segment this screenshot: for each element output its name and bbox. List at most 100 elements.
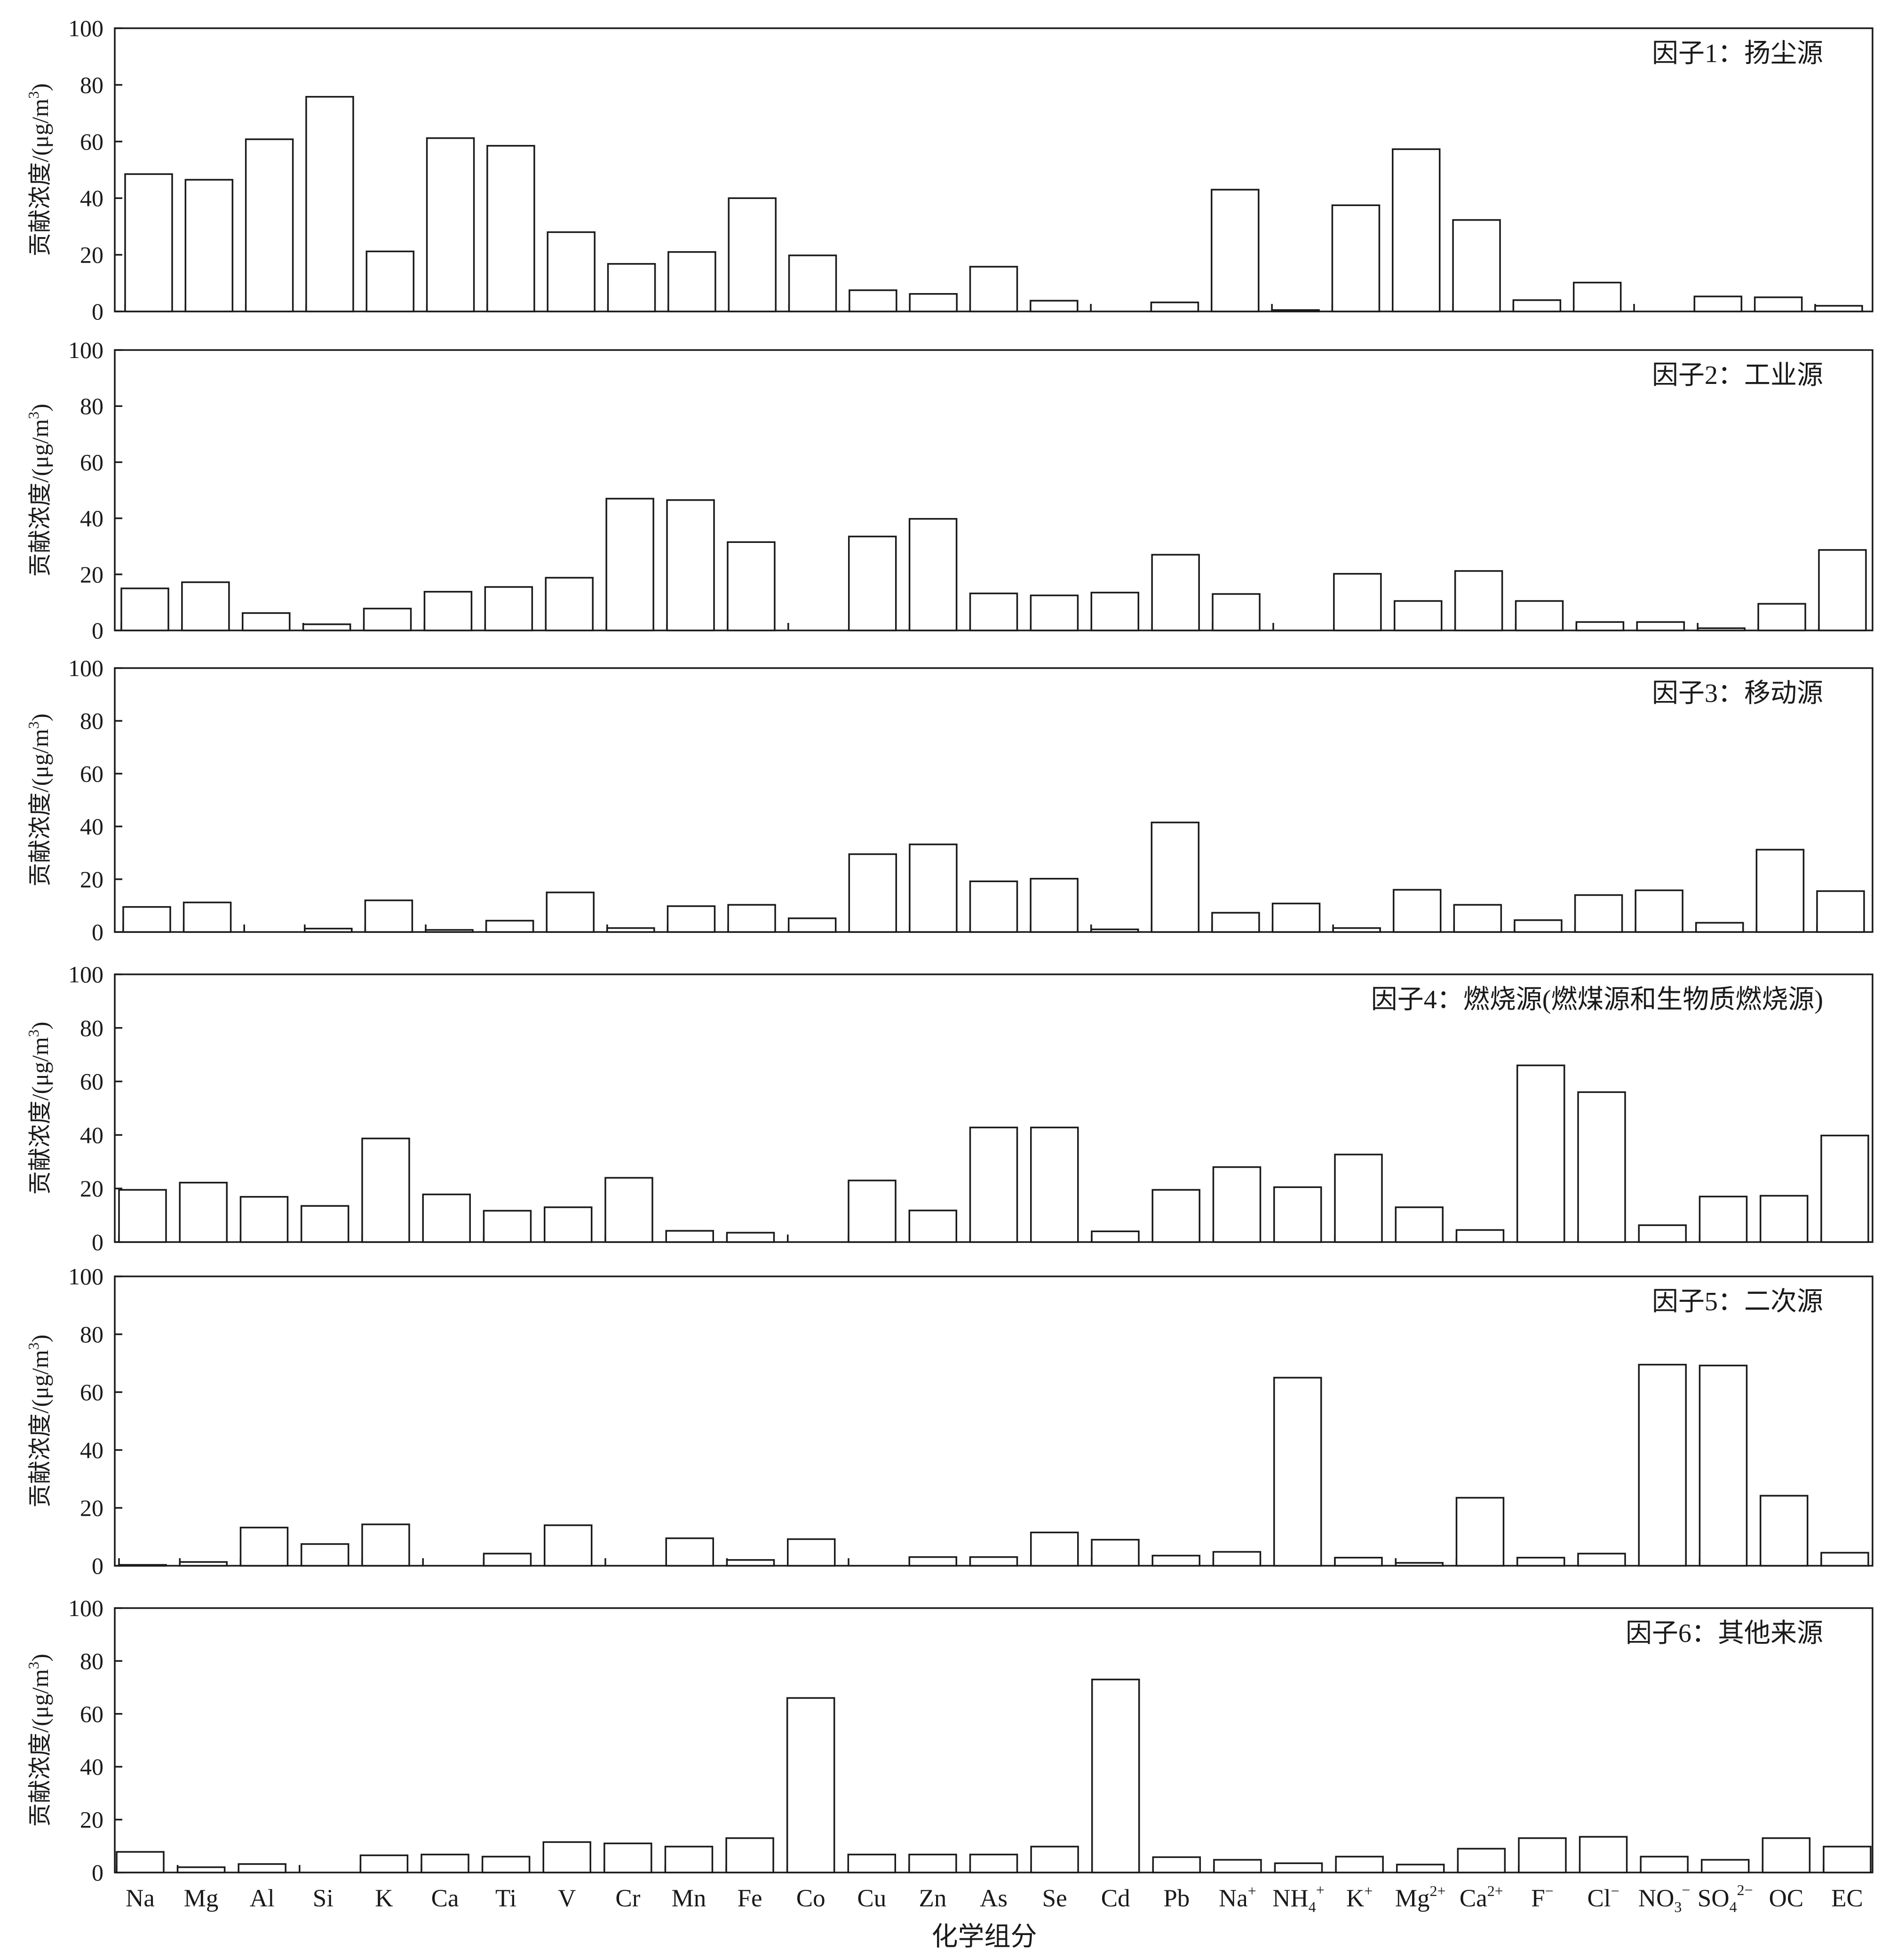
category-label: SO42−: [1698, 1881, 1753, 1915]
category-label: NO3−: [1638, 1881, 1691, 1915]
bar: [546, 892, 595, 933]
bar: [483, 1210, 532, 1243]
bar: [425, 929, 474, 933]
bar: [1030, 877, 1079, 933]
bar: [421, 1854, 469, 1873]
y-tick-label: 0: [92, 1553, 103, 1579]
y-axis-title: 贡献浓度/(μg/m3): [25, 1022, 53, 1195]
bar: [363, 607, 412, 631]
bar: [909, 843, 958, 933]
category-label: Mg2+: [1395, 1882, 1446, 1912]
bar: [361, 1523, 410, 1567]
y-tick-label: 100: [68, 961, 103, 988]
bar: [969, 592, 1018, 631]
bar: [969, 1854, 1018, 1873]
bar: [908, 1556, 957, 1567]
y-tick-label: 60: [80, 128, 103, 155]
bar: [179, 1181, 228, 1243]
bar: [908, 1210, 957, 1243]
category-label: Na+: [1219, 1882, 1256, 1912]
bar: [1699, 1364, 1748, 1567]
bar: [1757, 603, 1806, 631]
y-tick-label: 0: [92, 617, 103, 644]
panel-title: 因子1：扬尘源: [1652, 39, 1823, 68]
bar: [544, 1206, 593, 1243]
bar: [486, 145, 535, 312]
bar: [1574, 894, 1623, 933]
bar: [1638, 1224, 1687, 1243]
bar: [848, 1179, 897, 1243]
bar: [238, 1863, 286, 1873]
y-tick-label: 20: [80, 1175, 103, 1202]
bar: [118, 1189, 167, 1243]
panel-frame: [114, 349, 1873, 631]
bar: [969, 880, 1018, 933]
category-label: Al: [250, 1885, 275, 1912]
y-axis-title: 贡献浓度/(μg/m3): [25, 83, 53, 256]
bar: [484, 586, 533, 631]
bar: [1754, 296, 1803, 312]
y-tick-label: 80: [80, 393, 103, 419]
bar: [361, 1138, 410, 1243]
y-tick-label: 60: [80, 1379, 103, 1405]
bar: [1393, 889, 1442, 933]
bar: [603, 1842, 652, 1873]
bar: [545, 577, 594, 631]
bar: [1334, 1557, 1383, 1567]
bar: [1697, 627, 1746, 631]
y-axis-title: 贡献浓度/(μg/m3): [25, 404, 53, 577]
bar: [118, 1564, 167, 1567]
bar: [726, 1559, 775, 1567]
y-axis-title: 贡献浓度/(μg/m3): [25, 714, 53, 887]
bar: [1151, 1189, 1200, 1243]
bar: [607, 263, 656, 312]
y-tick-label: 100: [68, 655, 103, 681]
category-label: As: [980, 1885, 1008, 1912]
category-label: Cd: [1101, 1885, 1130, 1912]
category-label: Cu: [857, 1885, 886, 1912]
bar: [1392, 148, 1441, 312]
bar: [1212, 1551, 1262, 1567]
bar: [849, 289, 897, 312]
bar: [1820, 1552, 1869, 1567]
panel-4: 0 20 40 60 80 100 因子4：燃烧源(燃煤源和生物质燃烧源) 贡献浓度/(μg/…: [25, 961, 1873, 1255]
bar: [1575, 621, 1625, 631]
bar: [1572, 281, 1622, 312]
bar: [969, 1556, 1018, 1567]
panel-title: 因子2：工业源: [1652, 361, 1823, 390]
bar: [666, 499, 715, 631]
bar: [1635, 889, 1683, 933]
y-tick-label: 20: [80, 1495, 103, 1521]
y-tick-label: 40: [80, 1122, 103, 1148]
bar: [116, 1851, 165, 1873]
bar: [1452, 219, 1501, 312]
y-tick-label: 40: [80, 185, 103, 211]
bar: [1640, 1856, 1689, 1873]
bar: [544, 1524, 593, 1567]
y-tick-label: 40: [80, 813, 103, 840]
bar: [365, 250, 415, 312]
y-tick-label: 60: [80, 449, 103, 475]
bar: [726, 1232, 775, 1243]
bar: [606, 927, 655, 933]
y-tick-label: 40: [80, 1437, 103, 1463]
bar: [1755, 849, 1805, 933]
panel-title: 因子3：移动源: [1652, 679, 1823, 708]
bar: [1512, 299, 1562, 312]
category-label: OC: [1769, 1885, 1804, 1912]
category-label: Co: [796, 1885, 825, 1912]
bar: [1816, 890, 1865, 933]
bar: [1518, 1837, 1567, 1873]
bar: [239, 1527, 289, 1567]
bar: [1636, 621, 1685, 631]
panel-title: 因子6：其他来源: [1626, 1619, 1823, 1648]
y-tick-label: 100: [68, 337, 103, 363]
category-label: Se: [1042, 1885, 1067, 1912]
category-label: F−: [1531, 1882, 1554, 1912]
bar: [120, 587, 169, 631]
bar: [908, 518, 958, 631]
bar: [1271, 309, 1320, 312]
bar: [727, 541, 776, 631]
bar: [728, 197, 777, 312]
